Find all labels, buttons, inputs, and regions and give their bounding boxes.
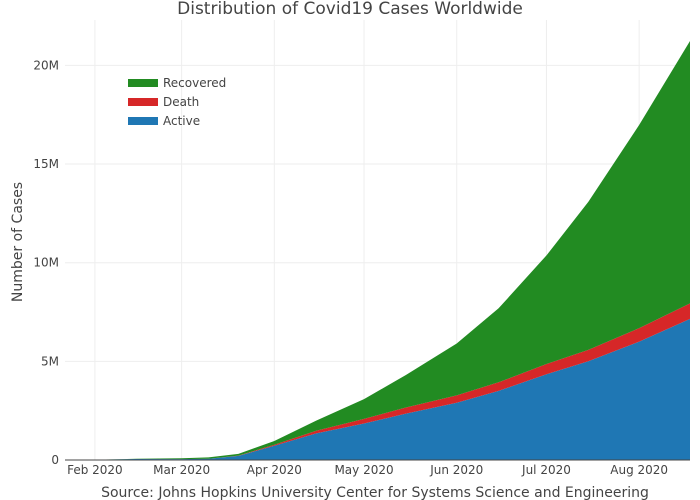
legend-item-death[interactable]: Death — [128, 95, 199, 109]
x-tick-label-4: Jun 2020 — [429, 463, 483, 477]
y-tick-label-1: 5M — [41, 354, 59, 368]
legend-item-recovered[interactable]: Recovered — [128, 76, 226, 90]
legend: Recovered Death Active — [128, 76, 226, 128]
legend-swatch-active — [128, 117, 158, 125]
y-tick-label-0: 0 — [51, 453, 59, 467]
y-axis-title: Number of Cases — [10, 182, 26, 302]
legend-label-death: Death — [163, 95, 199, 109]
area-series — [65, 41, 690, 461]
y-tick-label-2: 10M — [33, 256, 59, 270]
x-tick-label-3: May 2020 — [334, 463, 393, 477]
area-recovered[interactable] — [65, 41, 690, 460]
x-tick-label-5: Jul 2020 — [521, 463, 571, 477]
legend-label-recovered: Recovered — [163, 76, 226, 90]
x-tick-label-0: Feb 2020 — [67, 463, 123, 477]
legend-label-active: Active — [163, 114, 200, 128]
chart-title: Distribution of Covid19 Cases Worldwide — [177, 0, 523, 19]
x-axis-ticks: Feb 2020 Mar 2020 Apr 2020 May 2020 Jun 2020… — [67, 463, 668, 477]
legend-item-active[interactable]: Active — [128, 114, 200, 128]
legend-swatch-recovered — [128, 79, 158, 87]
area-active[interactable] — [65, 318, 690, 460]
y-tick-label-3: 15M — [33, 157, 59, 171]
legend-swatch-death — [128, 98, 158, 106]
x-tick-label-6: Aug 2020 — [610, 463, 668, 477]
x-tick-label-2: Apr 2020 — [247, 463, 302, 477]
x-tick-label-1: Mar 2020 — [153, 463, 210, 477]
y-tick-label-4: 20M — [33, 58, 59, 72]
y-axis-ticks: 0 5M 10M 15M 20M — [33, 58, 59, 467]
source-note: Source: Johns Hopkins University Center … — [101, 485, 649, 500]
